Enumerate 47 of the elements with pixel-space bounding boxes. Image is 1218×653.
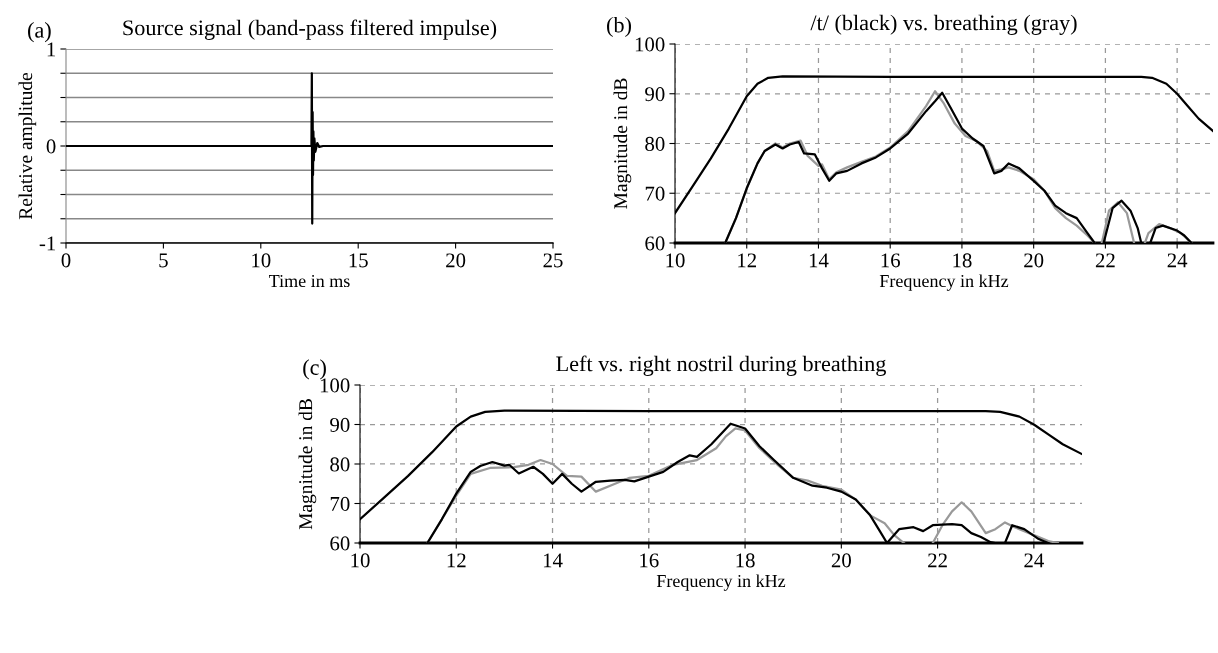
chart-title: Left vs. right nostril during breathing [556, 355, 886, 376]
x-tick-label: 5 [159, 253, 168, 268]
chart-title: /t/ (black) vs. breathing (gray) [810, 14, 1077, 35]
x-tick-label: 24 [1024, 553, 1044, 568]
x-tick-label: 12 [738, 253, 756, 268]
y-tick-label: 1 [47, 42, 56, 57]
chart-title: Source signal (band-pass filtered impulse) [123, 19, 497, 40]
x-tick-label: 22 [928, 553, 947, 568]
x-tick-label: 10 [252, 253, 271, 268]
y-tick-label: 80 [330, 457, 350, 472]
x-axis-title: Frequency in kHz [879, 274, 1009, 291]
x-tick-label: 15 [349, 253, 368, 268]
x-tick-label: 20 [1024, 253, 1044, 268]
x-tick-label: 12 [447, 553, 466, 568]
y-axis-title: Magnitude in dB [298, 399, 317, 530]
x-tick-label: 10 [351, 553, 370, 568]
text: (c) [303, 359, 326, 380]
x-tick-label: 16 [640, 553, 659, 568]
x-tick-label: 14 [543, 553, 563, 568]
y-tick-label: 60 [645, 236, 665, 251]
x-tick-label: 22 [1095, 253, 1115, 268]
y-axis-title: Magnitude in dB [613, 78, 632, 209]
x-tick-label: 14 [809, 253, 829, 268]
y-axis-title: Relative amplitude [18, 72, 37, 220]
y-tick-label: 100 [320, 378, 350, 393]
x-tick-label: 18 [736, 553, 755, 568]
x-tick-label: 0 [61, 253, 71, 268]
x-tick-label: 20 [446, 253, 466, 268]
y-tick-label: 0 [46, 139, 56, 154]
y-tick-label: -1 [39, 236, 56, 251]
x-tick-label: 25 [543, 253, 563, 268]
y-tick-label: 90 [330, 417, 350, 432]
x-tick-label: 20 [831, 553, 851, 568]
x-tick-label: 16 [881, 253, 900, 268]
x-tick-label: 18 [953, 253, 972, 268]
y-tick-label: 100 [635, 37, 665, 52]
y-tick-label: 80 [645, 136, 665, 151]
x-tick-label: 10 [666, 253, 685, 268]
y-tick-label: 70 [645, 186, 665, 201]
y-tick-label: 60 [330, 536, 350, 551]
x-tick-label: 24 [1167, 253, 1188, 268]
y-tick-label: 70 [330, 496, 350, 511]
x-axis-title: Frequency in kHz [656, 574, 786, 591]
text: (a) [28, 22, 51, 43]
x-axis-title: Time in ms [269, 274, 350, 288]
y-tick-label: 90 [645, 87, 665, 102]
text: (b) [607, 16, 631, 38]
